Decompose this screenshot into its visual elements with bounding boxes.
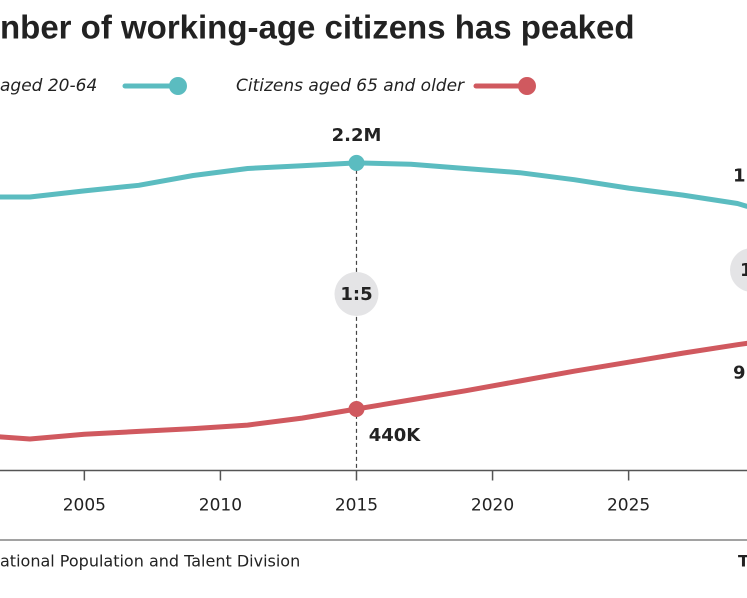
x-tick-label: 2005 bbox=[63, 496, 106, 516]
legend-label: aged 20-64 bbox=[0, 76, 97, 96]
x-tick-label: 2025 bbox=[607, 496, 650, 516]
ratio-bubble bbox=[730, 248, 747, 292]
chart-title: nber of working-age citizens has peaked bbox=[0, 9, 635, 46]
x-tick-label: 2010 bbox=[199, 496, 242, 516]
value-label: 9( bbox=[733, 362, 747, 383]
value-label: 1. bbox=[733, 165, 747, 186]
source: ational Population and Talent Division bbox=[0, 552, 300, 571]
legend-label: Citizens aged 65 and older bbox=[236, 76, 465, 96]
legend-dot bbox=[518, 77, 536, 95]
x-tick-label: 2015 bbox=[335, 496, 378, 516]
value-label: 2.2M bbox=[332, 125, 382, 146]
value-label: 440K bbox=[369, 425, 422, 446]
ratio-bubble bbox=[334, 272, 379, 316]
highlight-dot bbox=[348, 154, 365, 171]
series-line bbox=[0, 340, 747, 442]
ratio-label: 1 bbox=[740, 260, 747, 281]
series-line bbox=[0, 160, 747, 209]
legend-dot bbox=[169, 77, 187, 95]
highlight-dot bbox=[348, 400, 365, 417]
x-tick-label: 2020 bbox=[471, 496, 514, 516]
footer-right: T bbox=[738, 552, 747, 571]
ratio-label: 1:5 bbox=[340, 284, 372, 305]
